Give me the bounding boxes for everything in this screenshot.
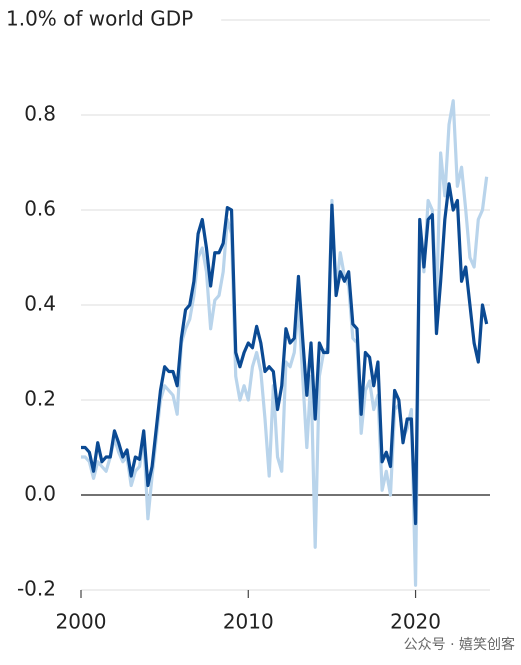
y-tick-label: 0.8: [24, 102, 56, 126]
watermark: 公众号 · 嬉笑创客: [404, 636, 515, 653]
y-tick-label: 0.0: [24, 482, 56, 506]
series-line: [81, 182, 489, 526]
y-tick-label: 0.6: [24, 197, 56, 221]
x-tick-label: 2010: [223, 610, 274, 634]
y-tick-label: 0.4: [24, 292, 56, 316]
x-tick-label: 2000: [56, 610, 107, 634]
x-tick-label: 2020: [390, 610, 441, 634]
y-tick-label: 0.2: [24, 387, 56, 411]
y-tick-label: -0.2: [17, 577, 56, 601]
y-tick-label: 1.0% of world GDP: [6, 7, 193, 31]
